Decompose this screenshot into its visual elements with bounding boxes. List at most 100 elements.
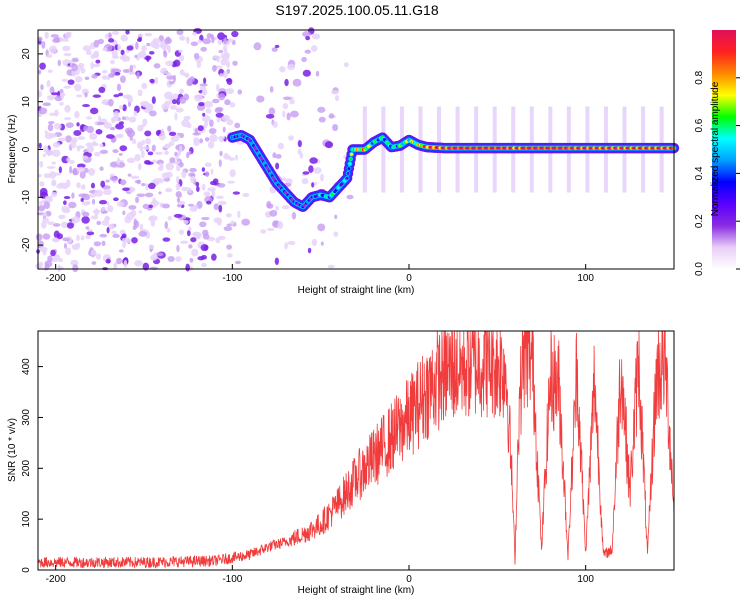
noise-blob xyxy=(242,192,250,198)
noise-blob xyxy=(59,88,64,94)
noise-blob xyxy=(256,95,265,103)
noise-blob xyxy=(217,136,226,140)
noise-blob xyxy=(43,201,51,210)
noise-blob xyxy=(133,218,138,226)
noise-blob xyxy=(150,200,160,207)
noise-blob xyxy=(311,182,315,188)
noise-blob xyxy=(167,125,172,132)
noise-blob xyxy=(333,231,339,237)
noise-blob xyxy=(137,33,144,38)
noise-blob xyxy=(164,221,169,230)
noise-blob xyxy=(137,124,144,132)
noise-blob xyxy=(211,190,216,198)
noise-blob xyxy=(136,38,142,42)
noise-blob xyxy=(282,110,286,118)
ridge-core xyxy=(349,157,353,161)
noise-blob xyxy=(44,132,54,140)
noise-blob xyxy=(86,231,95,236)
noise-blob xyxy=(223,70,228,78)
noise-blob xyxy=(211,35,215,44)
spectrogram-x-tick-label: -100 xyxy=(222,273,242,284)
noise-blob xyxy=(40,221,47,229)
noise-blob xyxy=(327,264,335,269)
noise-blob xyxy=(302,69,311,77)
noise-blob xyxy=(105,134,115,139)
noise-blob xyxy=(164,143,171,149)
noise-blob xyxy=(191,248,199,257)
noise-blob xyxy=(57,59,62,67)
noise-blob xyxy=(317,106,326,113)
tone-streak xyxy=(381,106,386,193)
noise-blob xyxy=(312,33,321,40)
noise-blob xyxy=(200,244,209,252)
noise-blob xyxy=(178,49,183,53)
noise-blob xyxy=(48,45,57,54)
noise-blob xyxy=(116,83,122,92)
noise-blob xyxy=(95,59,101,64)
noise-blob xyxy=(68,160,75,164)
colorbar-tick-label: 0.8 xyxy=(694,70,705,84)
noise-blob xyxy=(209,119,214,128)
noise-blob xyxy=(227,38,234,43)
noise-blob xyxy=(71,216,81,224)
noise-blob xyxy=(311,238,318,247)
noise-blob xyxy=(176,29,184,36)
noise-blob xyxy=(310,45,318,52)
noise-blob xyxy=(86,125,95,134)
noise-blob xyxy=(109,175,118,182)
noise-blob xyxy=(159,162,164,168)
noise-blob xyxy=(218,204,223,213)
snr-plot: -200 -100 0 100 0 100 200 300 400 Height of str… xyxy=(7,330,675,596)
noise-blob xyxy=(266,200,272,209)
noise-blob xyxy=(51,191,58,198)
noise-blob xyxy=(80,197,84,202)
noise-blob xyxy=(141,82,148,90)
noise-blob xyxy=(223,36,227,45)
noise-blob xyxy=(268,107,276,116)
noise-blob xyxy=(211,253,217,261)
noise-blob xyxy=(225,60,231,69)
noise-blob xyxy=(218,93,226,101)
noise-blob xyxy=(227,180,235,184)
noise-blob xyxy=(145,192,154,198)
noise-blob xyxy=(58,182,68,186)
noise-blob xyxy=(39,62,46,70)
noise-blob xyxy=(165,60,174,66)
noise-blob xyxy=(164,37,173,45)
noise-blob xyxy=(90,215,99,220)
noise-blob xyxy=(196,186,200,192)
noise-blob xyxy=(165,187,173,193)
noise-blob xyxy=(231,30,239,38)
snr-y-tick-label: 0 xyxy=(21,567,32,573)
noise-blob xyxy=(78,62,85,68)
noise-blob xyxy=(320,173,324,182)
noise-blob xyxy=(51,92,59,96)
noise-blob xyxy=(138,210,143,214)
noise-blob xyxy=(118,92,124,97)
noise-blob xyxy=(150,254,158,261)
ridge-core xyxy=(348,162,352,166)
noise-blob xyxy=(42,102,51,107)
snr-y-ticks: 0 100 200 300 400 xyxy=(21,358,43,573)
noise-blob xyxy=(137,89,143,97)
noise-blob xyxy=(186,36,190,45)
noise-blob xyxy=(176,97,181,105)
noise-blob xyxy=(343,62,349,68)
noise-blob xyxy=(71,69,77,77)
noise-blob xyxy=(50,249,56,257)
noise-blob xyxy=(53,238,59,243)
noise-blob xyxy=(59,102,64,106)
noise-blob xyxy=(309,157,318,164)
noise-blob xyxy=(92,94,102,98)
noise-blob xyxy=(234,154,239,161)
noise-blob xyxy=(284,242,288,250)
noise-blob xyxy=(214,107,223,114)
noise-blob xyxy=(229,102,236,108)
noise-blob xyxy=(202,112,206,117)
noise-blob xyxy=(175,190,182,198)
noise-blob xyxy=(207,187,216,192)
noise-blob xyxy=(63,85,72,89)
noise-blob xyxy=(134,260,143,267)
noise-blob xyxy=(167,255,175,262)
noise-blob xyxy=(101,99,111,106)
